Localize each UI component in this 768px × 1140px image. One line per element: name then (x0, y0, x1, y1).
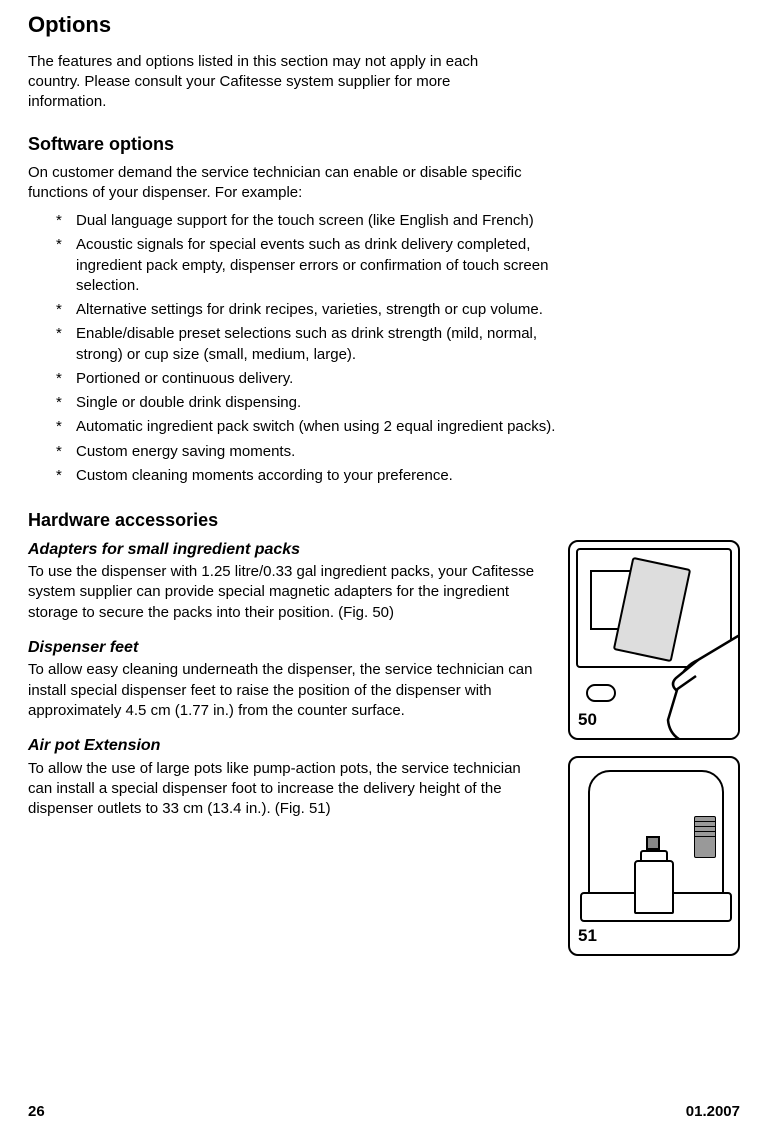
list-item: Automatic ingredient pack switch (when u… (56, 417, 558, 437)
subsection-title: Adapters for small ingredient packs (28, 539, 558, 561)
footer-date: 01.2007 (686, 1102, 740, 1122)
subsection-text: To use the dispenser with 1.25 litre/0.3… (28, 562, 548, 623)
intro-text: The features and options listed in this … (28, 52, 528, 113)
hand-icon (628, 620, 740, 740)
list-item: Enable/disable preset selections such as… (56, 324, 558, 365)
list-item: Dual language support for the touch scre… (56, 211, 558, 231)
list-item: Alternative settings for drink recipes, … (56, 300, 558, 320)
figure-50: 50 (568, 540, 740, 740)
subsection-text: To allow easy cleaning underneath the di… (28, 660, 548, 721)
list-item: Single or double drink dispensing. (56, 393, 558, 413)
page-number: 26 (28, 1102, 45, 1122)
figure-51: 51 (568, 756, 740, 956)
software-intro: On customer demand the service technicia… (28, 163, 548, 204)
subsection-title: Dispenser feet (28, 637, 558, 659)
software-heading: Software options (28, 132, 558, 156)
list-item: Portioned or continuous delivery. (56, 369, 558, 389)
page-title: Options (28, 10, 558, 40)
subsection-title: Air pot Extension (28, 735, 558, 757)
figure-label: 50 (578, 709, 597, 732)
page-footer: 26 01.2007 (28, 1102, 740, 1122)
list-item: Acoustic signals for special events such… (56, 235, 558, 296)
hardware-heading: Hardware accessories (28, 508, 558, 532)
list-item: Custom cleaning moments according to you… (56, 466, 558, 486)
subsection-text: To allow the use of large pots like pump… (28, 759, 548, 820)
figures-column: 50 51 (568, 540, 740, 972)
list-item: Custom energy saving moments. (56, 442, 558, 462)
software-options-list: Dual language support for the touch scre… (56, 211, 558, 486)
figure-label: 51 (578, 925, 597, 948)
